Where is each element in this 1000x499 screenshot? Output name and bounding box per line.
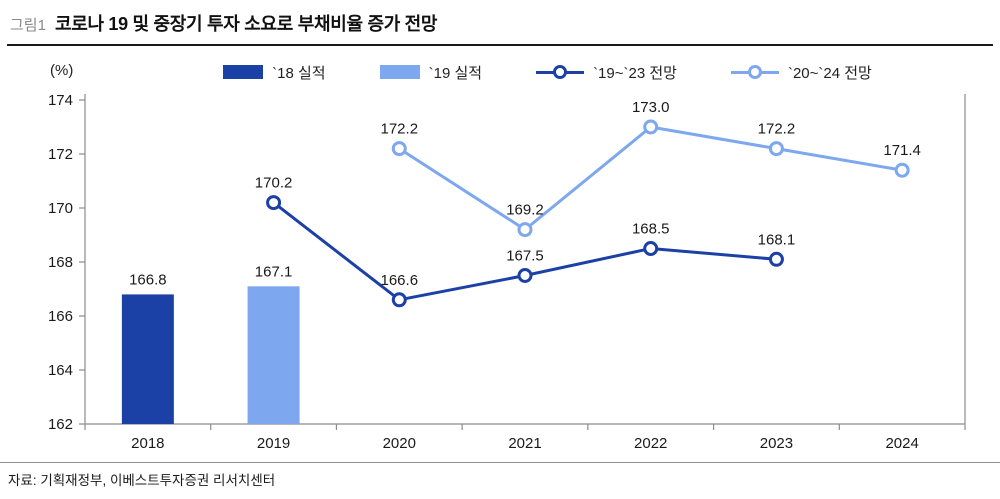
legend-line-swatch-icon — [536, 65, 585, 80]
point-marker-forecast-20-24 — [643, 119, 659, 135]
figure-label: 그림1 — [10, 17, 46, 34]
y-tick-label: 162 — [48, 416, 73, 433]
legend-item-2: `19~`23 전망 — [536, 62, 677, 83]
y-tick-label: 172 — [48, 146, 73, 163]
legend-label: `18 실적 — [272, 64, 326, 82]
legend-bar-swatch-icon — [379, 65, 420, 79]
point-marker-forecast-19-23 — [768, 251, 784, 267]
y-axis-unit-label: (%) — [50, 62, 74, 79]
point-marker-forecast-19-23 — [391, 292, 407, 308]
x-axis-label: 2018 — [131, 435, 164, 452]
point-value-label: 172.2 — [381, 121, 419, 138]
legend-label: `19~`23 전망 — [593, 64, 677, 82]
y-tick-label: 164 — [48, 362, 73, 379]
legend-item-3: `20~`24 전망 — [730, 62, 872, 83]
point-value-label: 172.2 — [758, 121, 796, 138]
legend-line-swatch-icon — [730, 65, 779, 80]
legend-label: `19 실적 — [428, 64, 483, 82]
point-value-label: 168.5 — [632, 221, 670, 238]
y-tick-label: 170 — [48, 200, 73, 217]
x-axis-label: 2023 — [760, 435, 793, 452]
legend-item-0: `18 실적 — [223, 62, 326, 83]
y-tick-label: 174 — [48, 92, 73, 109]
bar-value-label: 167.1 — [255, 263, 293, 280]
bar-actual-2018 — [121, 294, 174, 424]
legend: `18 실적 `19 실적 `19~`23 전망 `20~`24 전망 — [0, 58, 1000, 86]
point-marker-forecast-19-23 — [643, 241, 659, 256]
x-axis-label: 2022 — [634, 435, 667, 452]
point-value-label: 167.5 — [506, 248, 544, 265]
x-axis-label: 2020 — [383, 435, 416, 452]
chart-plot: 162 164 166 168 170 172 174 2018 2019 2020 2021 202… — [48, 92, 966, 452]
point-value-label: 169.2 — [506, 202, 544, 219]
line-forecast-20-24 — [398, 125, 903, 232]
bar-value-label: 166.8 — [129, 271, 167, 288]
point-value-label: 173.0 — [632, 99, 670, 116]
x-axis-label: 2021 — [508, 435, 541, 452]
x-axis-label: 2019 — [257, 435, 290, 452]
source-note: 자료: 기획재정부, 이베스트투자증권 리서치센터 — [0, 462, 1000, 489]
legend-bar-swatch-icon — [223, 65, 264, 79]
chart-title: 코로나 19 및 중장기 투자 소요로 부채비율 증가 전망 — [54, 14, 438, 34]
figure-header: 그림1 코로나 19 및 중장기 투자 소요로 부채비율 증가 전망 — [7, 6, 993, 46]
point-value-label: 168.1 — [758, 231, 796, 248]
y-tick-label: 166 — [48, 308, 73, 325]
bar-actual-2019 — [247, 286, 300, 424]
chart-area: (%) `18 실적 `19 실적 `19~`23 전망 `20~`24 전망 162… — [0, 58, 1000, 462]
point-value-label: 171.4 — [883, 142, 921, 159]
legend-item-1: `19 실적 — [379, 62, 483, 83]
point-marker-forecast-20-24 — [894, 162, 910, 178]
point-marker-forecast-19-23 — [266, 195, 282, 211]
point-value-label: 166.6 — [381, 272, 419, 289]
point-value-label: 170.2 — [255, 175, 293, 192]
point-marker-forecast-20-24 — [517, 222, 533, 238]
point-marker-forecast-20-24 — [768, 141, 784, 157]
legend-label: `20~`24 전망 — [787, 64, 872, 82]
x-axis-label: 2024 — [885, 435, 918, 452]
point-marker-forecast-20-24 — [391, 141, 407, 157]
point-marker-forecast-19-23 — [517, 268, 533, 283]
y-tick-label: 168 — [48, 254, 73, 271]
